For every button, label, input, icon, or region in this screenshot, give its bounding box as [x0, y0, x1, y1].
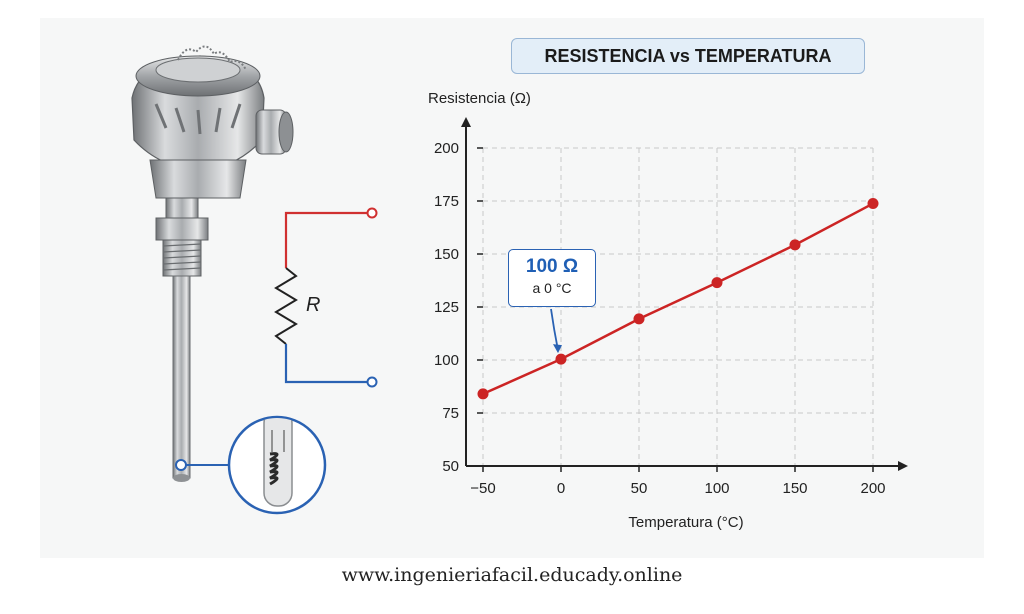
chart-axes: [461, 117, 908, 471]
y-tick-label: 150: [434, 246, 459, 263]
sensor-fitting: [155, 197, 209, 277]
y-tick-label: 100: [434, 352, 459, 369]
data-point: [477, 388, 489, 400]
callout-arrowhead: [553, 344, 562, 354]
x-axis-label: Temperatura (°C): [628, 514, 743, 531]
detail-pointer: [175, 459, 230, 471]
callout-arrow: [550, 308, 559, 351]
x-tick-label: 50: [631, 480, 648, 497]
data-point: [789, 239, 801, 251]
element-magnifier: [227, 415, 327, 515]
probe-sheath: [172, 275, 191, 482]
x-tick-label: −50: [470, 480, 495, 497]
chart-series: [477, 198, 879, 400]
y-tick-label: 50: [442, 458, 459, 475]
x-tick-label: 100: [704, 480, 729, 497]
resistor-label: R: [306, 294, 320, 316]
data-point: [711, 277, 723, 289]
y-tick-label: 175: [434, 193, 459, 210]
chart-grid: [482, 147, 874, 466]
y-tick-label: 125: [434, 299, 459, 316]
callout-value: 100 Ω: [525, 256, 579, 277]
callout-note: a 0 °C: [532, 280, 572, 296]
resistor-schematic: R: [274, 207, 378, 388]
chart-ticks: 50 75 100 125 150 175 200 −50 0 50 100 150 200: [434, 140, 886, 497]
footer-url: www.ingenieriafacil.educady.online: [341, 564, 683, 586]
y-tick-label: 200: [434, 140, 459, 157]
reference-callout: 100 Ω a 0 °C: [508, 249, 596, 307]
x-axis-arrow: [898, 461, 908, 471]
chart-title: RESISTENCIA vs TEMPERATURA: [511, 38, 865, 74]
y-axis-label: Resistencia (Ω): [428, 90, 531, 107]
series-line: [482, 202, 874, 396]
y-axis-arrow: [461, 117, 471, 127]
x-tick-label: 0: [557, 480, 565, 497]
x-tick-label: 200: [860, 480, 885, 497]
data-point: [633, 313, 645, 325]
sensor-head: [131, 45, 294, 199]
y-tick-label: 75: [442, 405, 459, 422]
data-point: [867, 198, 879, 210]
data-point: [555, 353, 567, 365]
x-tick-label: 150: [782, 480, 807, 497]
